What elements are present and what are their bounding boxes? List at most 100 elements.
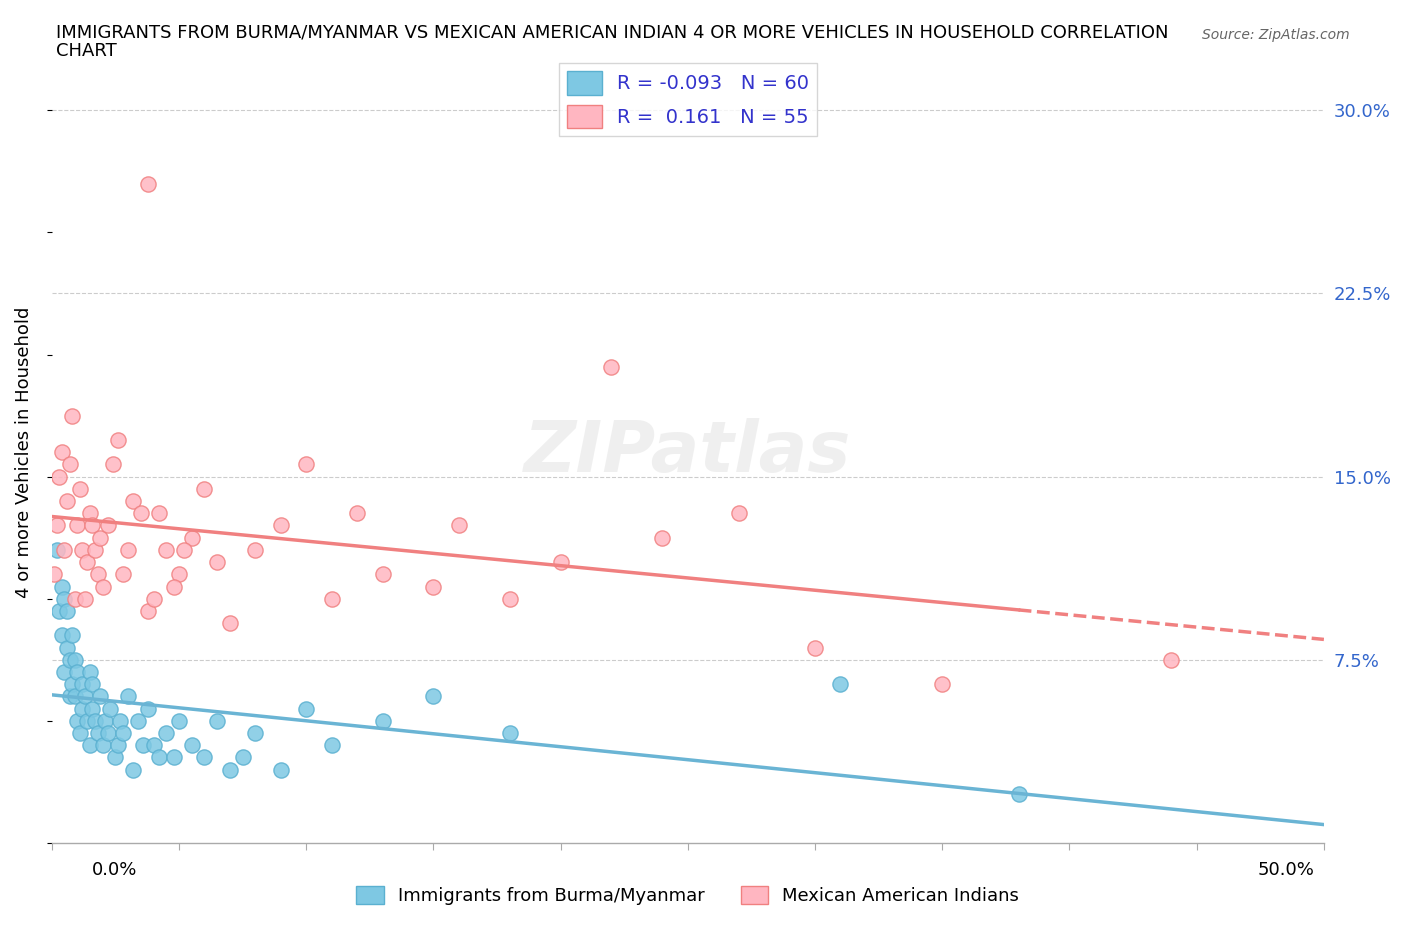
Point xyxy=(447,518,470,533)
Point xyxy=(270,763,292,777)
Point xyxy=(107,737,129,752)
Point xyxy=(1007,787,1029,802)
Point xyxy=(122,763,145,777)
Point xyxy=(804,640,827,655)
Point xyxy=(371,713,394,728)
Point xyxy=(73,689,96,704)
Point xyxy=(205,554,228,569)
Point xyxy=(58,457,80,472)
Point xyxy=(830,677,852,692)
Point xyxy=(56,494,79,509)
Point xyxy=(91,737,114,752)
Point xyxy=(138,701,160,716)
Text: 0.0%: 0.0% xyxy=(91,861,136,879)
Point xyxy=(270,518,292,533)
Point xyxy=(422,689,444,704)
Point xyxy=(142,737,165,752)
Point xyxy=(321,591,343,606)
Point xyxy=(245,542,267,557)
Point xyxy=(72,701,94,716)
Point xyxy=(63,689,86,704)
Point xyxy=(91,579,114,594)
Point xyxy=(422,579,444,594)
Point xyxy=(86,567,108,582)
Text: 50.0%: 50.0% xyxy=(1258,861,1315,879)
Point xyxy=(107,432,129,447)
Text: CHART: CHART xyxy=(56,42,117,60)
Text: ZIPatlas: ZIPatlas xyxy=(524,418,852,486)
Point xyxy=(232,750,254,764)
Point xyxy=(132,737,155,752)
Point xyxy=(104,750,127,764)
Point xyxy=(76,554,98,569)
Point xyxy=(163,750,186,764)
Point xyxy=(84,542,107,557)
Y-axis label: 4 or more Vehicles in Household: 4 or more Vehicles in Household xyxy=(15,307,32,598)
Point xyxy=(82,701,104,716)
Point xyxy=(66,713,89,728)
Point xyxy=(155,542,177,557)
Point xyxy=(111,725,134,740)
Point xyxy=(117,542,139,557)
Point xyxy=(66,518,89,533)
Point xyxy=(129,506,152,521)
Point xyxy=(89,530,111,545)
Point xyxy=(82,677,104,692)
Point xyxy=(89,689,111,704)
Point xyxy=(97,518,120,533)
Point xyxy=(101,457,124,472)
Point xyxy=(321,737,343,752)
Point xyxy=(69,725,91,740)
Point xyxy=(60,628,83,643)
Point xyxy=(79,737,101,752)
Point xyxy=(48,604,70,618)
Point xyxy=(600,359,623,374)
Point xyxy=(86,725,108,740)
Point xyxy=(245,725,267,740)
Point xyxy=(295,701,318,716)
Point xyxy=(58,652,80,667)
Point xyxy=(218,763,240,777)
Point xyxy=(79,665,101,680)
Point xyxy=(51,579,73,594)
Point xyxy=(155,725,177,740)
Point xyxy=(51,445,73,459)
Point xyxy=(163,579,186,594)
Text: Source: ZipAtlas.com: Source: ZipAtlas.com xyxy=(1202,28,1350,42)
Point xyxy=(651,530,673,545)
Point xyxy=(727,506,749,521)
Point xyxy=(56,604,79,618)
Point xyxy=(84,713,107,728)
Point xyxy=(295,457,318,472)
Point xyxy=(167,713,190,728)
Point xyxy=(66,665,89,680)
Point xyxy=(45,542,67,557)
Point xyxy=(60,677,83,692)
Point xyxy=(205,713,228,728)
Point xyxy=(45,518,67,533)
Legend: R = -0.093   N = 60, R =  0.161   N = 55: R = -0.093 N = 60, R = 0.161 N = 55 xyxy=(558,63,817,136)
Point xyxy=(180,530,202,545)
Point xyxy=(1160,652,1182,667)
Point xyxy=(499,591,522,606)
Point xyxy=(94,713,117,728)
Point xyxy=(53,591,76,606)
Point xyxy=(371,567,394,582)
Point xyxy=(98,701,121,716)
Point xyxy=(69,482,91,497)
Point xyxy=(550,554,572,569)
Point xyxy=(148,750,170,764)
Point xyxy=(73,591,96,606)
Point xyxy=(346,506,368,521)
Point xyxy=(110,713,132,728)
Point xyxy=(111,567,134,582)
Point xyxy=(148,506,170,521)
Point xyxy=(122,494,145,509)
Point xyxy=(499,725,522,740)
Point xyxy=(138,176,160,191)
Point xyxy=(51,628,73,643)
Text: IMMIGRANTS FROM BURMA/MYANMAR VS MEXICAN AMERICAN INDIAN 4 OR MORE VEHICLES IN H: IMMIGRANTS FROM BURMA/MYANMAR VS MEXICAN… xyxy=(56,23,1168,41)
Point xyxy=(127,713,149,728)
Point xyxy=(72,677,94,692)
Point xyxy=(58,689,80,704)
